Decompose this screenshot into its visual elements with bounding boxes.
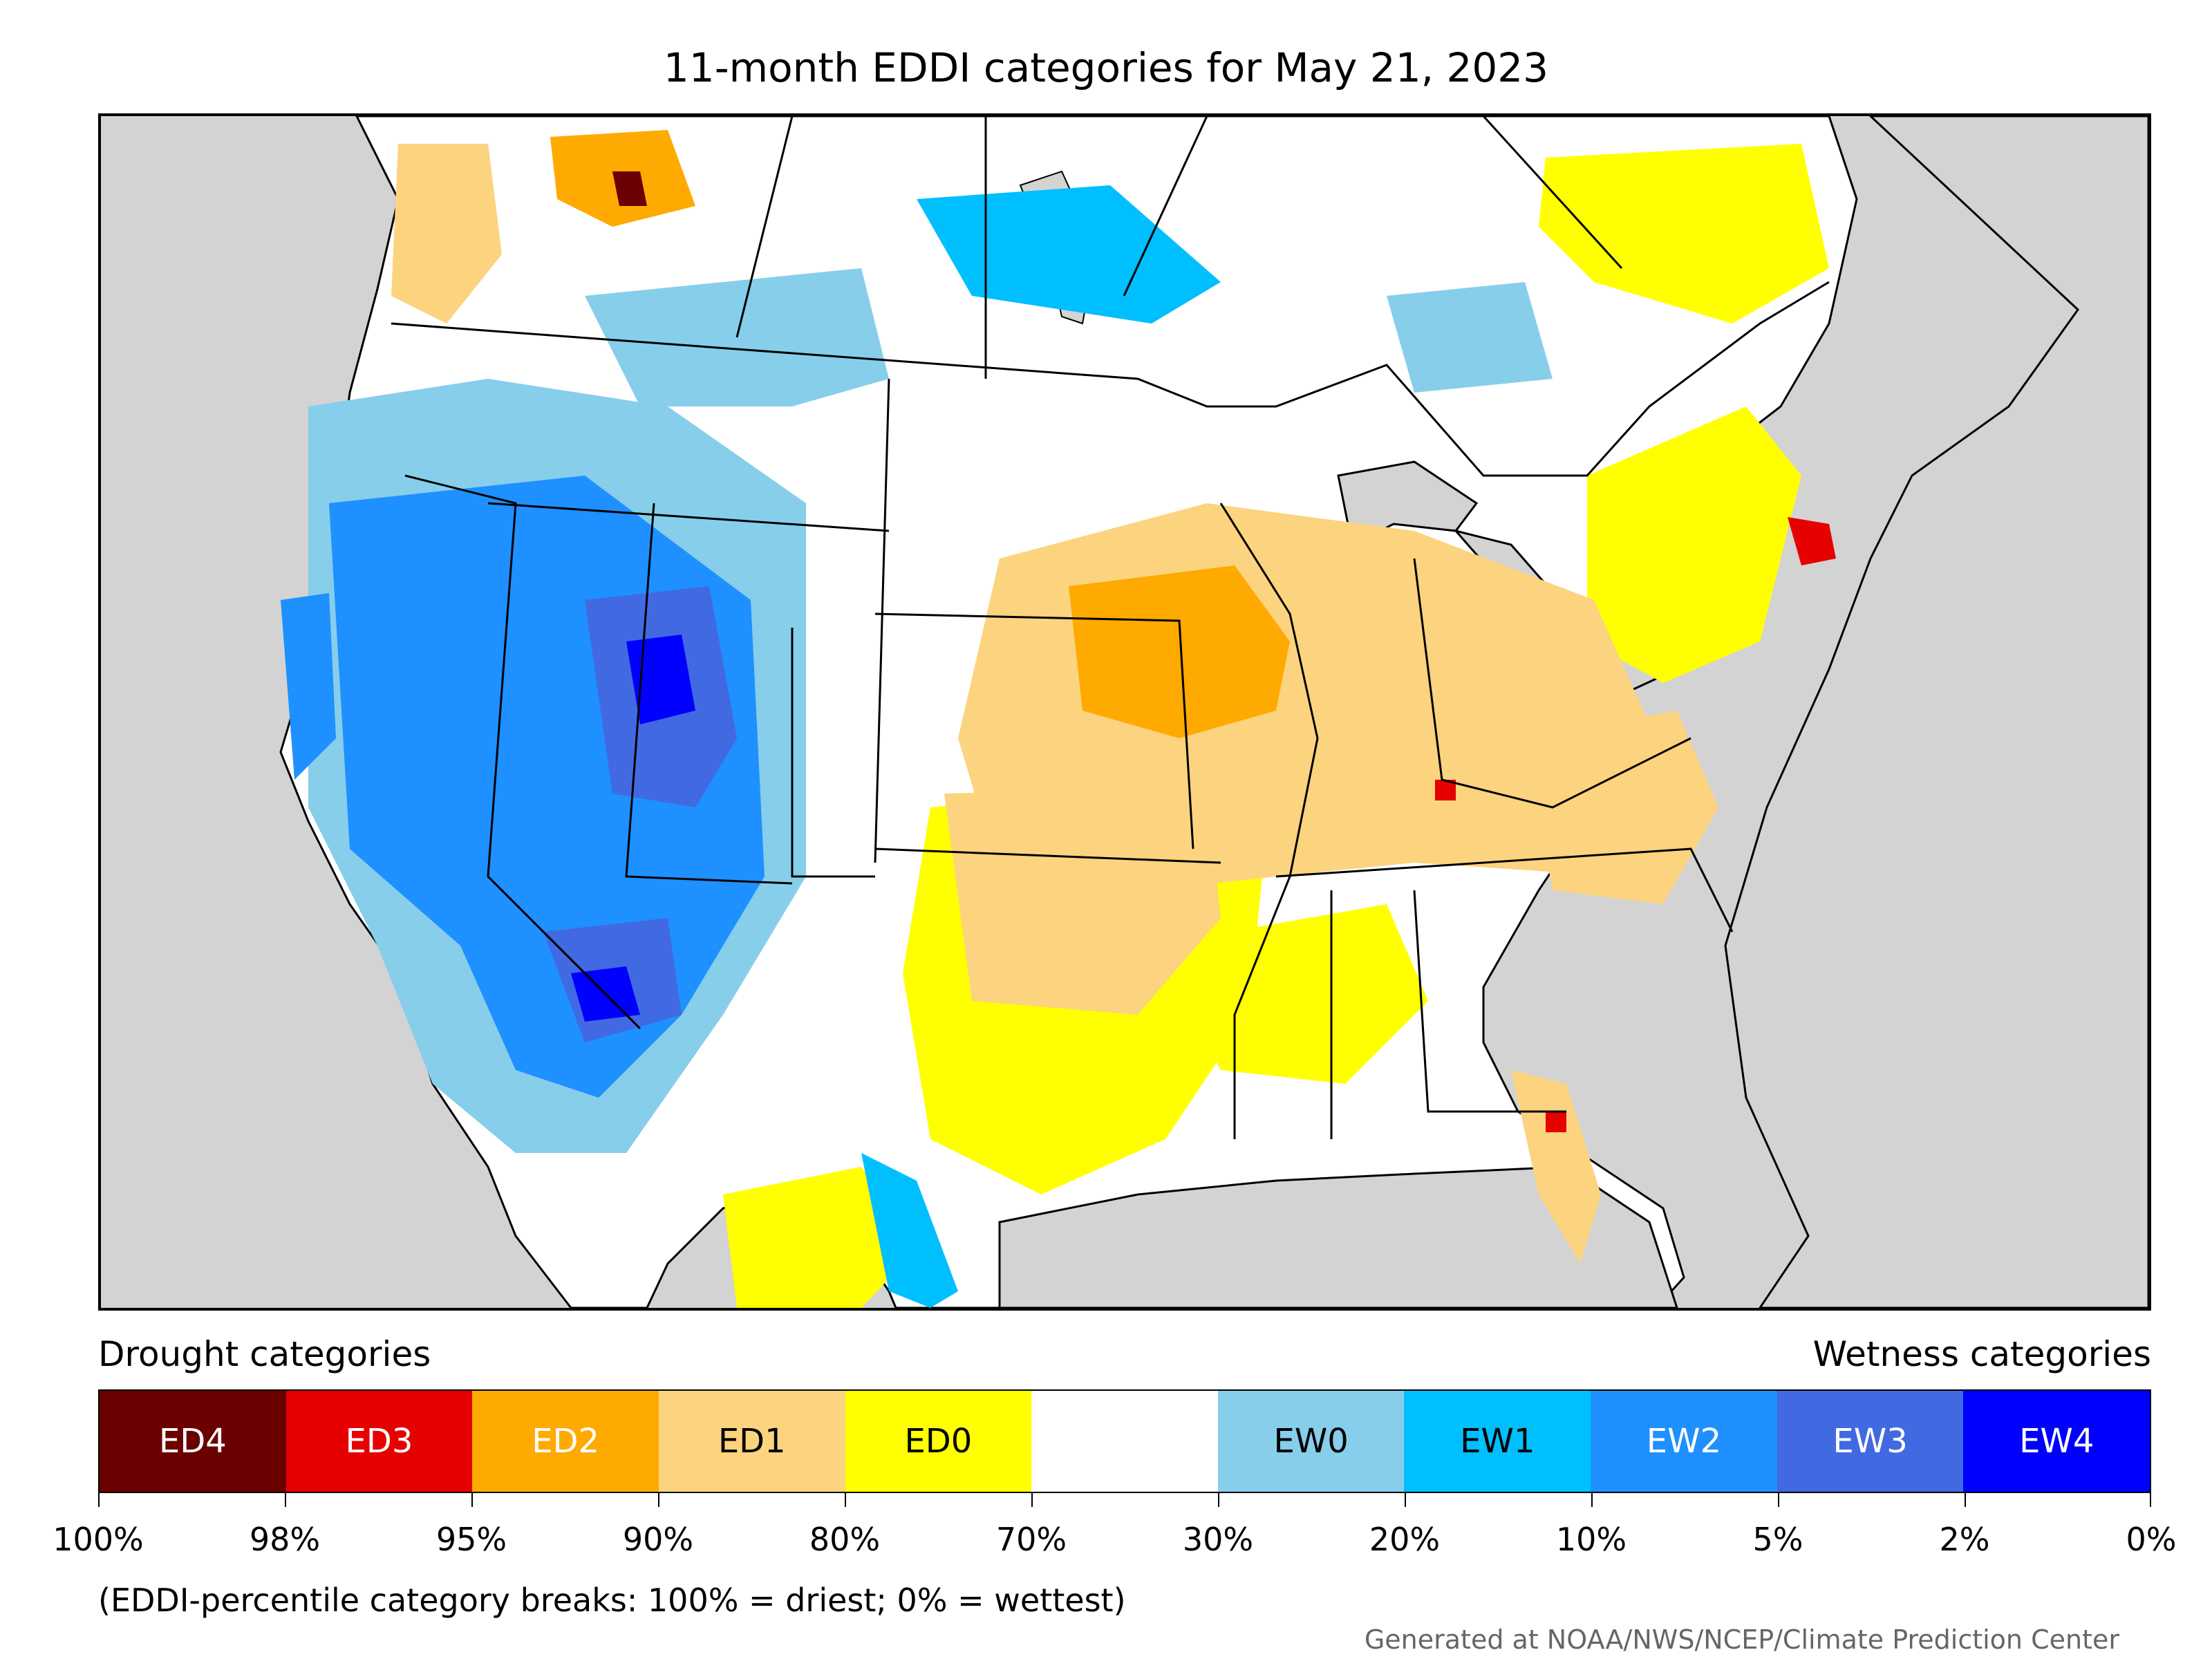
map-panel — [98, 113, 2151, 1311]
ed0-region-texas-south — [723, 1167, 917, 1308]
border-kansas — [874, 612, 1194, 850]
colorbar-tick — [1031, 1492, 1033, 1507]
ew0-region-ontario — [1387, 282, 1553, 393]
colorbar-cell: EW3 — [1777, 1391, 1964, 1492]
border-mississippi — [1219, 503, 1319, 1139]
eddi-map — [279, 116, 2148, 1308]
border-nevada — [404, 474, 641, 1030]
colorbar-tick-label: 95% — [435, 1521, 507, 1558]
ew1-region-manitoba — [917, 185, 1221, 324]
colorbar-tick-label: 30% — [1182, 1521, 1254, 1558]
ed1-region-texas — [944, 787, 1221, 1015]
colorbar-tick — [658, 1492, 659, 1507]
colorbar-tick — [1405, 1492, 1406, 1507]
colorbar-tick — [1591, 1492, 1593, 1507]
colorbar-cell: ED1 — [658, 1391, 845, 1492]
atlantic-east — [1724, 116, 2148, 1308]
colorbar-tick — [1965, 1492, 1966, 1507]
ed3-region-massachusetts — [1788, 517, 1836, 565]
colorbar-tick-label: 98% — [249, 1521, 321, 1558]
ew1-region-texas-coast — [861, 1153, 958, 1308]
colorbar-ticks — [98, 1492, 2151, 1519]
ed0-region-quebec — [1539, 144, 1829, 324]
category-note: (EDDI-percentile category breaks: 100% =… — [98, 1582, 1126, 1619]
state-borders — [391, 116, 1830, 1139]
ed0-region-northeast — [1587, 406, 1801, 683]
ed2-region-iowa — [1069, 565, 1290, 738]
map-title: 11-month EDDI categories for May 21, 202… — [663, 44, 1549, 91]
colorbar-cell: ED4 — [100, 1391, 286, 1492]
colorbar-cell: EW1 — [1404, 1391, 1591, 1492]
colorbar-tick-label: 2% — [1939, 1521, 1990, 1558]
colorbar-cell: ED0 — [845, 1391, 1032, 1492]
colorbar-cell: EW0 — [1217, 1391, 1405, 1492]
colorbar-tick-label: 90% — [622, 1521, 694, 1558]
category-colorbar: ED4 ED3 ED2 ED1 ED0 EW0 EW1 EW2 EW3 EW4 — [98, 1389, 2151, 1493]
ed1-region-florida — [1511, 1070, 1601, 1264]
colorbar-tick — [471, 1492, 473, 1507]
border-oklahoma — [874, 847, 1221, 864]
ed3-region-kentucky — [1435, 780, 1456, 800]
drought-regions — [391, 130, 1836, 1308]
ed1-region-washington — [391, 144, 502, 324]
colorbar-tick-label: 100% — [53, 1521, 144, 1558]
border-colorado — [791, 628, 875, 878]
ed4-region-montana — [612, 171, 647, 206]
border-georgia — [1330, 890, 1566, 1139]
colorbar-tick-label: 0% — [2126, 1521, 2177, 1558]
colorbar-tick — [285, 1492, 286, 1507]
border-plains-line — [874, 378, 890, 863]
colorbar-tick — [1778, 1492, 1779, 1507]
border-canada-provinces — [735, 116, 1623, 379]
border-southeast — [1275, 847, 1734, 932]
colorbar-tick-label: 10% — [1555, 1521, 1627, 1558]
border-appalachians — [1413, 558, 1691, 809]
colorbar-tick — [1218, 1492, 1219, 1507]
colorbar-cell: EW4 — [1963, 1391, 2150, 1492]
canada-us-border — [391, 281, 1830, 477]
colorbar-tick-label: 80% — [809, 1521, 881, 1558]
border-utah — [625, 503, 793, 885]
border-montana-wyoming — [487, 502, 890, 532]
colorbar-tick — [845, 1492, 846, 1507]
colorbar-cell: ED3 — [285, 1391, 473, 1492]
ed3-region-florida — [1546, 1112, 1566, 1132]
ed0-region-southeast — [1152, 904, 1428, 1084]
ew2-region-california-coast — [281, 593, 336, 780]
colorbar-tick-label: 5% — [1752, 1521, 1803, 1558]
colorbar-cell: EW2 — [1591, 1391, 1777, 1492]
colorbar-cell — [1031, 1391, 1218, 1492]
credit-line: Generated at NOAA/NWS/NCEP/Climate Predi… — [1364, 1624, 2119, 1655]
colorbar-tick — [2150, 1492, 2151, 1507]
colorbar-tick — [98, 1492, 100, 1507]
colorbar-tick-label: 20% — [1369, 1521, 1441, 1558]
wetness-heading: Wetness categories — [1812, 1334, 2151, 1374]
colorbar-cell: ED2 — [472, 1391, 659, 1492]
colorbar-tick-label: 70% — [995, 1521, 1067, 1558]
drought-heading: Drought categories — [98, 1334, 431, 1374]
